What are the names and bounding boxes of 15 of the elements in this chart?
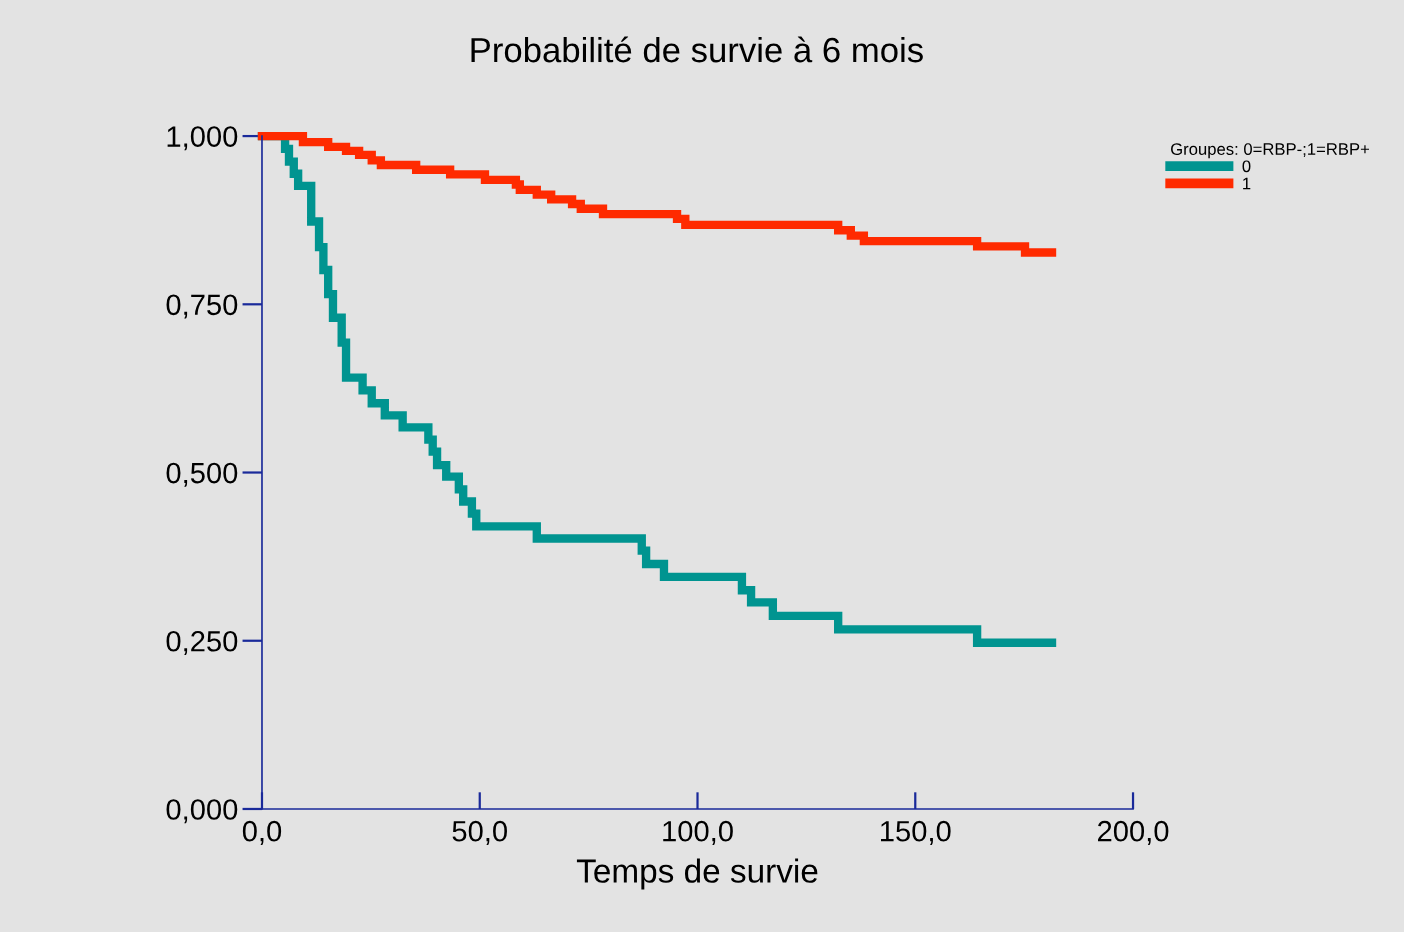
- legend-label: 1: [1243, 177, 1251, 190]
- legend-label: 0: [1242, 160, 1251, 173]
- x-tick-label: 100,0: [663, 820, 733, 845]
- x-tick-label: 150,0: [881, 820, 951, 845]
- y-tick-label: 0,250: [166, 630, 238, 656]
- x-tick-label: 50,0: [452, 820, 507, 845]
- x-tick-label: 200,0: [1098, 820, 1169, 845]
- y-tick-label: 1,000: [167, 126, 238, 151]
- chart-title: Probabilité de survie à 6 mois: [471, 36, 923, 63]
- x-axis-title: Temps de survie: [576, 858, 818, 890]
- y-tick-label: 0,000: [166, 799, 238, 824]
- y-tick-label: 0,750: [166, 294, 238, 319]
- legend-title: Groupes: 0=RBP-;1=RBP+: [1171, 143, 1369, 159]
- y-tick-label: 0,500: [166, 462, 238, 487]
- x-tick-label: 0,0: [242, 820, 282, 845]
